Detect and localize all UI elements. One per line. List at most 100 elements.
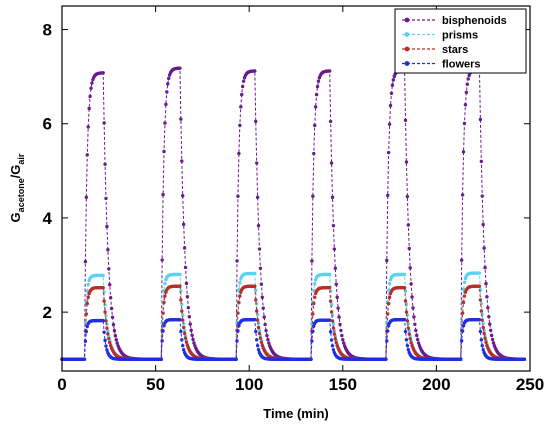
data-point [480, 318, 484, 322]
data-point [386, 193, 390, 198]
data-point [83, 339, 88, 343]
data-point [90, 81, 94, 85]
data-point [461, 300, 466, 305]
data-point [460, 193, 465, 197]
data-point [181, 343, 185, 348]
data-point [408, 266, 412, 270]
data-point [479, 338, 484, 342]
data-point [477, 317, 482, 322]
data-point [331, 348, 336, 352]
data-point [178, 284, 182, 288]
data-point [255, 318, 260, 322]
data-point [103, 310, 107, 314]
data-point [182, 246, 187, 250]
data-point [105, 224, 109, 229]
data-point [182, 328, 187, 333]
data-point [111, 323, 116, 327]
data-point [256, 223, 261, 228]
data-point [386, 150, 391, 155]
data-point [488, 328, 493, 333]
data-point [485, 343, 489, 348]
data-point [409, 282, 413, 286]
data-point [259, 282, 264, 286]
data-point [113, 334, 118, 338]
data-point [328, 69, 332, 73]
data-point [108, 283, 112, 287]
data-point [86, 295, 90, 300]
data-point [102, 299, 106, 303]
data-point [332, 247, 337, 251]
data-point [237, 151, 241, 156]
data-point [185, 295, 190, 299]
data-point [239, 105, 243, 109]
data-point [108, 340, 112, 345]
data-point [181, 325, 186, 330]
data-point [340, 333, 344, 338]
data-point [190, 333, 194, 338]
data-point [254, 329, 258, 334]
data-point [237, 288, 241, 292]
data-point [178, 66, 182, 70]
data-point [490, 337, 495, 342]
data-point [480, 194, 484, 198]
data-point [101, 273, 105, 278]
tick-layer: 0 50 100 150 200 250 2 4 6 8 [43, 6, 544, 394]
data-point [178, 272, 182, 277]
data-point [310, 339, 314, 343]
data-point [328, 272, 332, 277]
data-point [329, 338, 334, 342]
data-point [179, 289, 183, 293]
data-point [240, 84, 245, 89]
data-point [235, 259, 239, 263]
data-point [260, 343, 264, 348]
data-point [329, 310, 334, 314]
data-point [463, 103, 468, 107]
data-point [187, 314, 191, 319]
data-point [478, 298, 483, 302]
data-point [387, 295, 392, 300]
x-tick-label: 50 [146, 375, 165, 394]
data-point [114, 338, 118, 342]
y-axis-label-sub2: air [16, 153, 26, 165]
legend-label-flowers: flowers [442, 59, 481, 71]
data-point [84, 195, 89, 199]
data-point [257, 247, 262, 251]
data-point [257, 328, 262, 333]
data-point [332, 332, 337, 336]
data-point [160, 339, 164, 343]
data-point [480, 343, 484, 348]
data-point [180, 159, 184, 163]
data-point [406, 348, 411, 352]
data-point [258, 336, 263, 341]
data-point [404, 338, 409, 342]
data-point [412, 315, 416, 319]
data-point [311, 329, 315, 334]
data-point [102, 290, 106, 294]
data-point [414, 328, 418, 333]
data-point [342, 341, 346, 345]
data-point [478, 117, 483, 122]
data-point [335, 295, 339, 300]
data-point [85, 324, 89, 329]
data-point [164, 102, 168, 107]
data-point [313, 295, 317, 300]
y-tick-label: 4 [43, 209, 53, 228]
data-point [183, 336, 188, 341]
data-point [85, 301, 89, 306]
data-point [388, 103, 393, 108]
data-point [107, 267, 111, 271]
data-point [389, 91, 394, 95]
data-point [338, 322, 342, 327]
data-point [339, 328, 343, 333]
data-point [461, 287, 466, 292]
y-axis-label-mid: /G [8, 165, 23, 179]
x-tick-label: 150 [329, 375, 357, 394]
data-point [103, 338, 107, 343]
data-point [335, 344, 339, 348]
y-axis-label-sub1: acetone [16, 178, 26, 212]
data-point [160, 258, 164, 262]
data-point [405, 343, 410, 348]
data-point [402, 272, 407, 277]
data-point [181, 318, 185, 322]
data-point [415, 337, 420, 342]
